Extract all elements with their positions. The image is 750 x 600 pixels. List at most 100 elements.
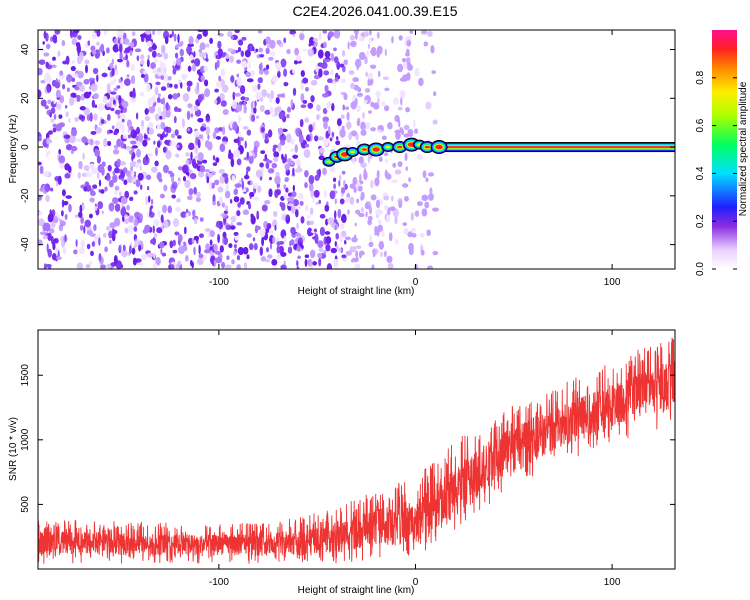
noise-speckle — [113, 78, 117, 83]
noise-speckle — [178, 246, 185, 254]
noise-speckle — [239, 197, 245, 205]
noise-speckle — [343, 93, 348, 100]
noise-speckle — [230, 199, 233, 204]
noise-speckle — [164, 139, 170, 145]
noise-speckle — [218, 169, 225, 174]
noise-speckle — [194, 146, 198, 154]
noise-speckle — [83, 225, 86, 234]
noise-speckle — [141, 119, 144, 127]
noise-speckle — [307, 48, 315, 57]
noise-speckle — [81, 136, 88, 143]
noise-speckle — [302, 100, 307, 104]
noise-speckle — [190, 113, 194, 118]
noise-speckle — [339, 234, 343, 243]
noise-speckle — [243, 104, 247, 114]
noise-speckle — [341, 254, 347, 259]
noise-speckle — [122, 134, 128, 139]
noise-speckle — [57, 175, 62, 185]
noise-speckle — [87, 40, 90, 46]
noise-speckle — [136, 55, 140, 61]
noise-speckle — [61, 40, 65, 47]
noise-speckle — [175, 44, 178, 49]
noise-speckle — [312, 195, 315, 203]
noise-speckle — [80, 224, 83, 231]
noise-speckle — [323, 120, 328, 130]
noise-speckle — [122, 215, 125, 222]
noise-speckle — [236, 73, 239, 78]
colorbar-label: Normalized spectral amplitude — [738, 81, 749, 216]
y-tick-label: 500 — [20, 496, 31, 513]
noise-speckle — [156, 227, 163, 234]
noise-speckle — [46, 137, 51, 145]
noise-speckle — [244, 140, 247, 149]
colorbar-tick-label: 0.8 — [695, 70, 706, 84]
signal-onset-blob — [397, 145, 403, 149]
noise-speckle — [214, 88, 219, 93]
noise-speckle — [90, 250, 94, 256]
noise-speckle — [345, 250, 352, 256]
noise-speckle — [287, 203, 294, 207]
noise-speckle — [276, 245, 280, 254]
noise-speckle — [296, 167, 303, 173]
noise-speckle — [330, 53, 335, 62]
noise-speckle — [79, 106, 86, 111]
noise-speckle — [124, 227, 129, 234]
noise-speckle — [148, 47, 153, 52]
noise-speckle — [325, 218, 328, 226]
noise-speckle — [359, 250, 365, 256]
noise-speckle — [377, 45, 383, 55]
noise-speckle — [267, 93, 270, 99]
signal-onset-blob — [361, 148, 368, 151]
noise-speckle — [198, 244, 201, 255]
noise-speckle — [352, 177, 358, 186]
noise-speckle — [118, 95, 122, 104]
noise-speckle — [186, 80, 193, 87]
noise-speckle — [212, 131, 217, 139]
noise-speckle — [181, 73, 187, 81]
noise-speckle — [149, 206, 152, 216]
noise-speckle — [379, 251, 384, 258]
noise-speckle — [59, 95, 64, 104]
noise-speckle — [165, 35, 169, 45]
noise-speckle — [369, 30, 372, 36]
noise-speckle — [217, 40, 222, 49]
noise-speckle — [172, 68, 177, 75]
noise-speckle — [383, 195, 390, 201]
noise-speckle — [65, 105, 68, 109]
noise-speckle — [236, 76, 242, 87]
noise-speckle — [138, 133, 143, 143]
noise-speckle — [246, 129, 251, 136]
noise-speckle — [114, 185, 120, 191]
noise-speckle — [71, 73, 79, 78]
noise-speckle — [85, 64, 88, 74]
noise-speckle — [349, 35, 355, 41]
noise-speckle — [167, 105, 171, 111]
noise-speckle — [193, 246, 196, 255]
noise-speckle — [198, 134, 203, 139]
noise-speckle — [394, 129, 402, 134]
noise-speckle — [249, 243, 254, 251]
noise-speckle — [75, 81, 83, 87]
noise-speckle — [76, 42, 81, 48]
noise-speckle — [121, 124, 125, 133]
noise-speckle — [265, 47, 270, 55]
noise-speckle — [227, 48, 234, 52]
noise-speckle — [339, 198, 345, 205]
noise-speckle — [246, 233, 252, 238]
noise-speckle — [258, 47, 264, 53]
noise-speckle — [140, 74, 145, 78]
noise-speckle — [403, 228, 409, 235]
figure-title: C2E4.2026.041.00.39.E15 — [292, 3, 457, 19]
noise-speckle — [197, 118, 204, 123]
noise-speckle — [155, 81, 161, 86]
noise-speckle — [175, 144, 180, 148]
noise-speckle — [318, 49, 324, 59]
noise-speckle — [216, 54, 222, 60]
noise-speckle — [261, 126, 265, 133]
noise-speckle — [93, 113, 98, 121]
noise-speckle — [154, 59, 158, 63]
x-tick-label: -100 — [209, 577, 229, 588]
noise-speckle — [317, 240, 324, 248]
noise-speckle — [44, 222, 51, 232]
noise-speckle — [318, 168, 321, 178]
